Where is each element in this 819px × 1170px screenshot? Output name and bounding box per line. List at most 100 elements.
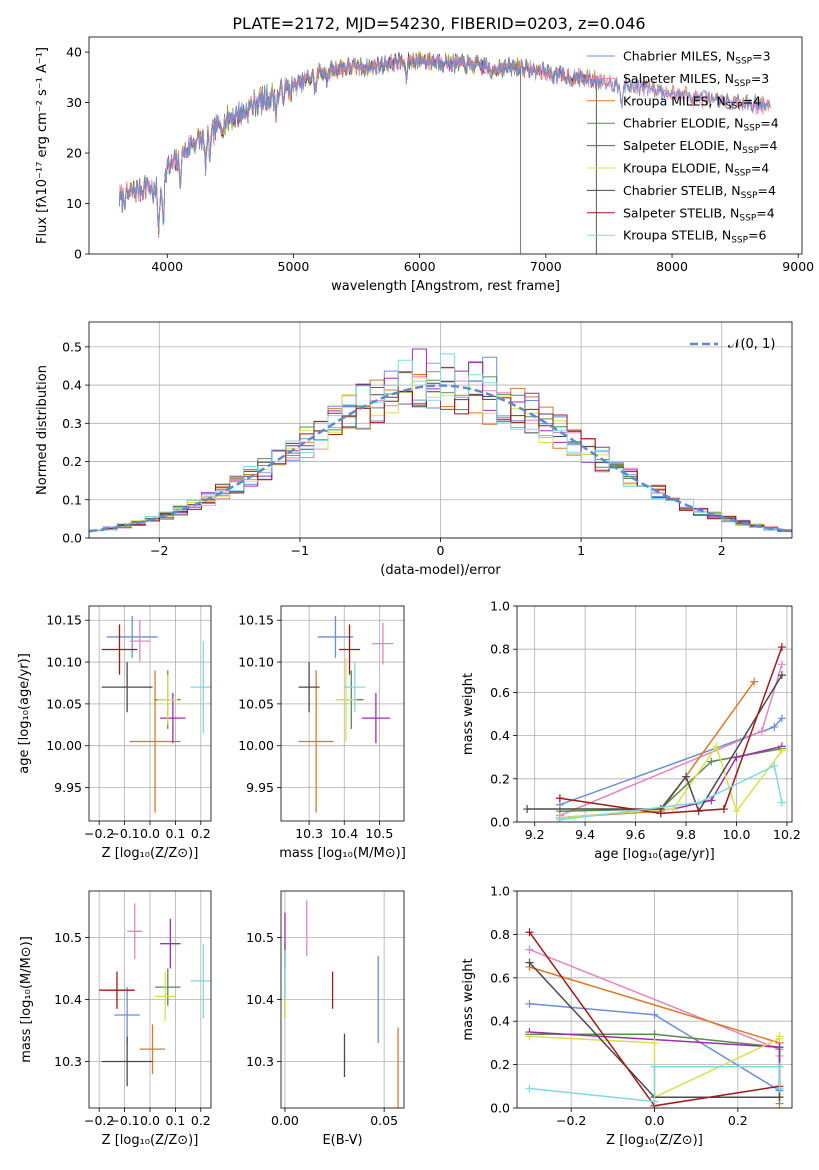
x-tick-label: 2 (718, 543, 726, 558)
legend-label-text: Chabrier MILES, N (623, 49, 735, 64)
legend-count: =4 (756, 205, 774, 220)
y-tick-label: 0.4 (490, 728, 510, 743)
legend-subscript: SSP (726, 101, 743, 111)
legend-count: =3 (751, 71, 769, 86)
legend-label: Kroupa STELIB, NSSP=6 (623, 228, 767, 246)
mass-weight-marker (650, 1097, 659, 1106)
y-tick-label: 0.2 (490, 1057, 510, 1072)
mass-weight-marker (777, 660, 786, 669)
y-tick-label: 0.4 (490, 1014, 510, 1029)
x-axis-label: age [log₁₀(age/yr)] (594, 847, 715, 862)
spectrum-line-1 (118, 52, 771, 229)
mass-weight-marker (555, 794, 564, 803)
plot-area (298, 616, 394, 813)
y-tick-label: 10.3 (54, 1054, 82, 1069)
y-tick-label: 0.5 (62, 339, 82, 354)
x-tick-label: 9.4 (575, 827, 595, 842)
x-tick-label: −0.2 (84, 826, 114, 841)
x-tick-label: 0.05 (370, 1113, 398, 1128)
x-tick-label: −0.2 (556, 1113, 586, 1128)
y-tick-label: 10.05 (46, 696, 82, 711)
axes-frame (88, 36, 803, 255)
spectrum-line-7 (118, 53, 597, 254)
y-tick-label: 0 (74, 247, 82, 262)
legend-label-text: Salpeter ELODIE, N (623, 138, 742, 153)
axes-frame (280, 605, 405, 822)
mass-weight-marker (757, 727, 766, 736)
y-tick-label: 9.95 (246, 780, 274, 795)
y-axis-label: mass [log₁₀(M/M⊙)] (19, 936, 34, 1063)
spectrum-line-5 (118, 52, 521, 254)
mass-weight-vs-metallicity-panel: −0.2 0.0 0.2 0.0 0.2 0.4 0.6 0.8 1.0 Z [log₁₀(Z/Z… (461, 884, 793, 1148)
mass-weight-marker (525, 999, 534, 1008)
legend-count: =4 (743, 93, 761, 108)
mass-weight-marker (650, 1038, 659, 1047)
residuals-panel: −2 −1 0 1 2 0.0 0.1 0.2 0.3 0.4 0.5 (data-model)/er… (35, 321, 793, 578)
legend-count: =3 (752, 49, 770, 64)
legend-subscript: SSP (731, 236, 748, 246)
plot-area (99, 903, 211, 1087)
legend-label: Chabrier STELIB, NSSP=4 (623, 183, 776, 201)
x-tick-label: 8000 (656, 259, 688, 274)
legend-label-text: Kroupa STELIB, N (623, 228, 731, 243)
x-tick-label: 0.0 (140, 826, 160, 841)
mass-weight-marker (525, 958, 534, 967)
y-tick-label: 0.1 (62, 492, 82, 507)
y-tick-label: 0.2 (62, 454, 82, 469)
gaussian-legend-label: 𝒩(0, 1) (728, 337, 775, 352)
spectrum-line-9 (118, 51, 597, 254)
plot-area (101, 616, 211, 813)
x-tick-label: 10.3 (295, 826, 323, 841)
mass-weight-marker (650, 1010, 659, 1019)
legend-label: Salpeter STELIB, NSSP=4 (623, 205, 775, 223)
y-tick-label: 0.3 (62, 416, 82, 431)
y-tick-label: 9.95 (54, 780, 82, 795)
x-tick-label: 10.5 (365, 826, 393, 841)
x-tick-label: 4000 (151, 259, 183, 274)
x-tick-label: 9.6 (626, 827, 646, 842)
y-tick-label: 30 (66, 95, 82, 110)
legend-subscript: SSP (734, 169, 751, 179)
mass-weight-marker (777, 643, 786, 652)
y-tick-label: 0.0 (490, 1101, 510, 1116)
legend-subscript: SSP (743, 124, 760, 134)
mass-weight-marker (525, 928, 534, 937)
age-vs-metallicity-panel: −0.2−0.1 0.0 0.1 0.2 9.95 10.00 10.05 10.10 10.1… (17, 605, 212, 861)
mass-weight-marker (777, 671, 786, 680)
x-tick-label: 0.2 (728, 1113, 748, 1128)
mass-weight-line-1 (559, 717, 783, 806)
legend-label-text: Kroupa ELODIE, N (623, 161, 734, 176)
mass-vs-ebv-panel: 0.00 0.05 10.3 10.4 10.5 E(B-V) (246, 890, 405, 1148)
axes-frame (516, 605, 793, 823)
spectrum-panel: 4000 5000 6000 7000 8000 9000 0 10 20 30 40 wavelen… (35, 36, 814, 294)
y-axis-label: mass weight (461, 958, 476, 1040)
mass-weight-marker (775, 1032, 784, 1041)
y-axis-label: Normed distribution (35, 365, 50, 495)
mass-weight-marker (650, 1062, 659, 1071)
y-tick-label: 40 (66, 45, 82, 60)
y-tick-label: 10.5 (54, 930, 82, 945)
gaussian-curve (89, 384, 792, 533)
mass-weight-marker (719, 805, 728, 814)
legend-label: Kroupa MILES, NSSP=4 (623, 93, 761, 111)
legend-label: Chabrier MILES, NSSP=3 (623, 49, 771, 67)
legend-label-text: Salpeter MILES, N (623, 71, 734, 86)
x-tick-label: 0.1 (165, 1113, 185, 1128)
y-tick-label: 1.0 (490, 599, 510, 614)
y-tick-label: 0.8 (490, 927, 510, 942)
y-tick-label: 10.05 (238, 696, 274, 711)
x-axis-label: Z [log₁₀(Z/Z⊙)] (606, 1133, 703, 1148)
y-tick-label: 10.00 (238, 738, 274, 753)
mass-weight-marker (775, 1093, 784, 1102)
mass-weight-line-6 (559, 744, 783, 819)
y-tick-label: 10.00 (46, 738, 82, 753)
x-tick-label: 0.00 (271, 1113, 299, 1128)
mass-weight-marker (712, 742, 721, 751)
mass-weight-line-3 (559, 681, 755, 819)
y-tick-label: 10.4 (54, 992, 82, 1007)
x-axis-label: E(B-V) (322, 1133, 362, 1148)
y-tick-label: 0.8 (490, 642, 510, 657)
y-axis-label: Flux [fλ10⁻¹⁷ erg cm⁻² s⁻¹ A⁻¹] (35, 47, 50, 244)
